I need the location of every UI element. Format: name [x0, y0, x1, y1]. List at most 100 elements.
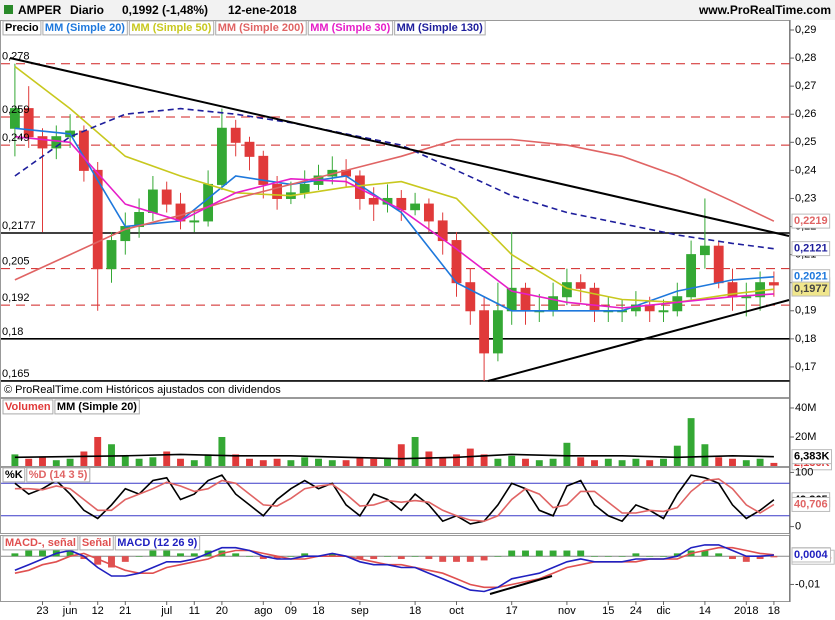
legend-entry: Precio	[5, 22, 39, 34]
y-tick-label: 0,17	[795, 361, 816, 373]
bar	[342, 460, 350, 466]
level-label: 0,2177	[2, 220, 36, 232]
bar	[770, 556, 778, 558]
level-label: 0,165	[2, 368, 30, 380]
legend-entry: MM (Simple 20)	[45, 22, 125, 34]
series-line	[14, 544, 774, 593]
label-box	[791, 496, 831, 512]
bar	[301, 457, 309, 466]
candle-body	[589, 287, 600, 312]
level-label: 0,18	[2, 326, 23, 338]
candle-body	[92, 169, 103, 270]
bar	[356, 457, 364, 466]
legend-entry: MM (Simple 30)	[310, 22, 390, 34]
bar	[618, 556, 626, 557]
bar	[632, 458, 640, 466]
label-box	[307, 20, 394, 36]
label-box	[791, 547, 832, 563]
x-tick-label: ago	[254, 605, 272, 617]
bar	[563, 442, 571, 466]
series-line	[14, 478, 775, 523]
x-tick-label: 18	[409, 605, 421, 617]
x-tick-label: jun	[62, 605, 78, 617]
bar	[287, 556, 295, 557]
x-tick-label: 23	[36, 605, 48, 617]
candle-body	[272, 183, 283, 199]
value-label: 0,0004	[794, 549, 829, 561]
y-tick-label: 0,26	[795, 108, 816, 120]
bar	[756, 458, 764, 466]
label-box	[2, 467, 26, 483]
bar	[246, 556, 253, 557]
label-box	[79, 535, 114, 551]
label-box	[114, 535, 201, 551]
bar	[356, 556, 364, 560]
bar	[466, 556, 474, 562]
bar	[522, 550, 529, 557]
label-box	[54, 399, 140, 415]
bar	[756, 556, 764, 560]
bar	[742, 556, 750, 562]
label-box	[26, 467, 91, 483]
legend-entry: MM (Simple 200)	[218, 22, 305, 34]
bar	[715, 457, 723, 466]
label-box	[128, 20, 215, 36]
x-tick-label: 17	[506, 605, 518, 617]
bar	[11, 454, 19, 466]
bar	[149, 457, 157, 466]
label-box	[42, 20, 128, 36]
y-tick-label: 0,23	[795, 192, 816, 204]
x-tick-label: 15	[602, 605, 614, 617]
label-box	[2, 20, 42, 36]
candle-body	[575, 282, 586, 289]
candle-body	[492, 310, 503, 354]
bar	[204, 454, 212, 466]
level-label: 0,259	[2, 104, 30, 116]
bar	[508, 455, 516, 466]
y-tick-label: -0,01	[795, 578, 820, 590]
bar	[190, 553, 198, 557]
bar	[508, 550, 516, 557]
value-label: 0,2021	[794, 271, 828, 283]
bar	[135, 556, 143, 557]
bar	[604, 556, 612, 557]
legend-entry: MM (Simple 130)	[397, 22, 484, 34]
bar	[52, 460, 60, 466]
candle-body	[106, 240, 117, 270]
last-price: 0,1992 (-1,48%)	[122, 3, 208, 17]
site: www.ProRealTime.com	[698, 3, 831, 17]
bar	[549, 458, 557, 466]
symbol: AMPER	[18, 3, 62, 17]
candle-body	[216, 127, 227, 185]
label-box	[2, 535, 79, 551]
trendlines	[9, 57, 790, 595]
y-tick-label: 0,19	[795, 305, 816, 317]
bar	[701, 444, 709, 466]
candle-body	[299, 183, 310, 194]
bar	[439, 457, 447, 466]
bar	[646, 556, 654, 557]
candle-body	[672, 296, 683, 312]
bar	[80, 556, 88, 560]
x-tick-label: oct	[449, 605, 464, 617]
bar	[535, 550, 543, 557]
y-tick-label: 0,25	[795, 136, 816, 148]
bar	[384, 458, 391, 466]
candle-body	[423, 203, 434, 222]
bar	[660, 458, 667, 466]
y-tick-label: 0,18	[795, 333, 816, 345]
bar	[563, 550, 571, 557]
bar	[522, 458, 529, 466]
axis-column	[790, 20, 835, 620]
bar	[494, 458, 502, 466]
legend-entry: MACD-, señal	[5, 537, 76, 549]
trendline	[489, 575, 553, 595]
x-tick-label: 11	[189, 605, 200, 617]
label-box	[215, 20, 307, 36]
bar	[52, 547, 60, 557]
value-label: 40,706	[794, 498, 828, 510]
legend-entry: %D (14 3 5)	[29, 469, 88, 481]
bar	[273, 556, 281, 560]
x-tick-label: 12	[92, 605, 104, 617]
bar	[121, 556, 129, 562]
